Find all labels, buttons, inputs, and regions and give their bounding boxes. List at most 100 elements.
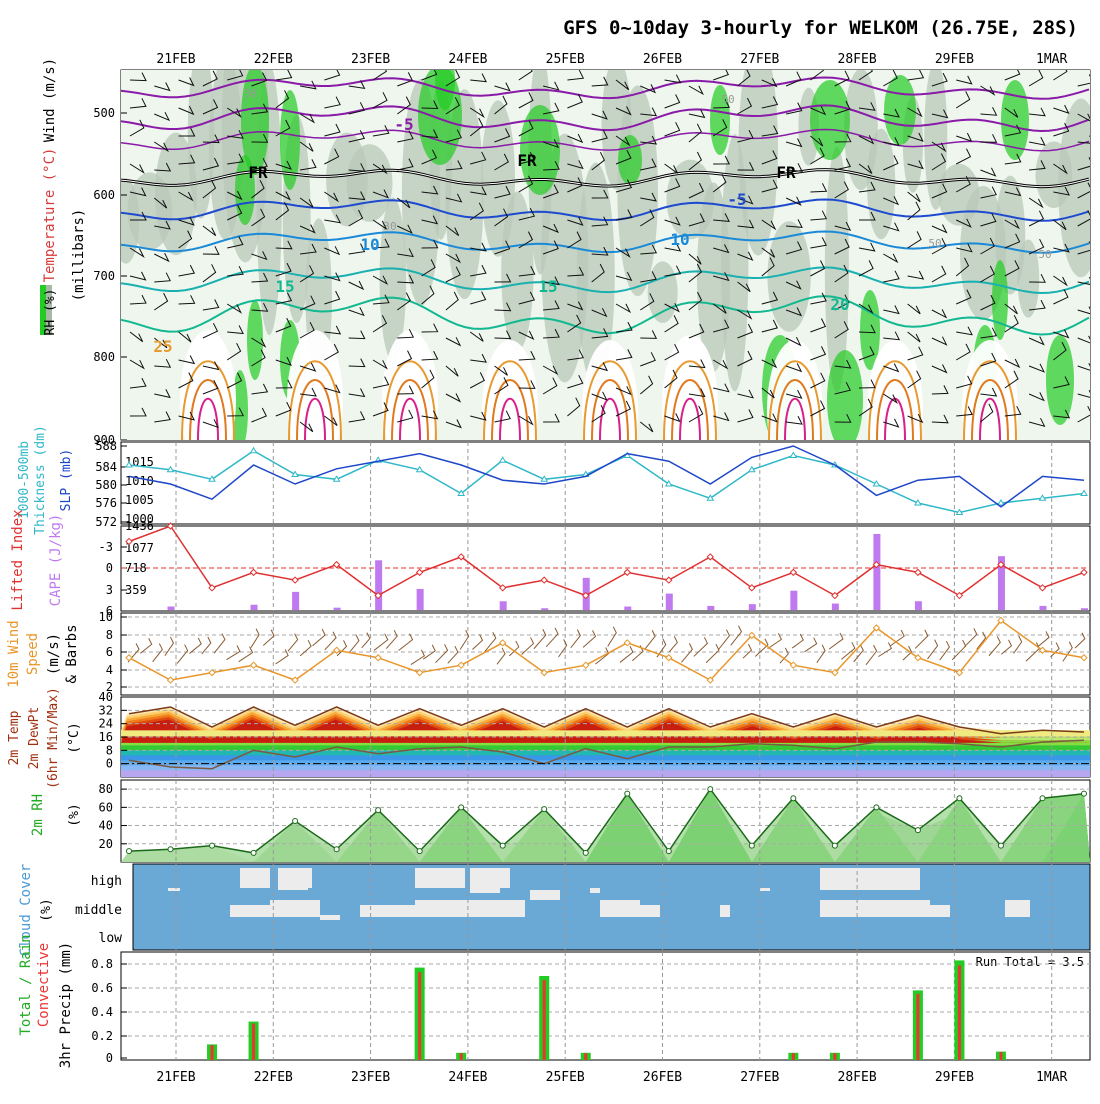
wind-barb <box>469 331 484 342</box>
wind-barb <box>931 224 948 234</box>
thickness-tick-588: 588 <box>95 439 117 453</box>
wind10m-speed-point <box>540 668 548 677</box>
lifted-index-point <box>789 568 798 577</box>
wind-barb <box>737 129 754 143</box>
wind-barb <box>1053 243 1070 253</box>
bottom-date-23FEB: 23FEB <box>351 1070 390 1085</box>
wind-barb <box>178 127 196 137</box>
wind10m-barb <box>841 641 856 660</box>
contour-label-15: 15 <box>538 277 557 296</box>
wind-barb <box>324 272 341 282</box>
wind-barb <box>907 107 923 118</box>
wind-barb <box>761 247 776 258</box>
cloud-block <box>720 905 730 917</box>
wind-barb <box>445 393 462 403</box>
lifted-index-point <box>540 576 548 584</box>
wind-barb <box>372 189 390 199</box>
thickness-tick-584: 584 <box>95 460 117 474</box>
wind-barb <box>1004 153 1022 165</box>
bottom-date-21FEB: 21FEB <box>156 1070 195 1085</box>
wind-barb <box>955 91 971 109</box>
wind-barb <box>129 331 144 343</box>
wind-barbs-label: & Barbs <box>64 624 80 683</box>
temp-tick-24: 24 <box>99 717 113 731</box>
wind-barb <box>737 323 754 339</box>
wind-barb <box>1028 336 1045 346</box>
wind-barb <box>713 272 730 282</box>
precip-panel: Run Total = 3.5 0.8 0.6 0.4 0.2 0 Total / Rai… <box>18 934 1091 1068</box>
wind-barb <box>372 402 389 417</box>
temp-tick-8: 8 <box>106 743 113 757</box>
cloud-block <box>820 900 930 917</box>
wind-barb <box>810 210 828 221</box>
wind-barb <box>372 219 388 231</box>
rh2m-point <box>250 849 257 856</box>
wind-barb <box>713 412 730 422</box>
wind-barb <box>275 401 292 417</box>
wind-barb <box>567 133 584 144</box>
wind10m-barb <box>447 645 459 664</box>
wind-barb <box>445 419 462 429</box>
rh-tick-20: 20 <box>99 837 113 851</box>
wind-barb <box>129 98 147 109</box>
wind-barb <box>907 231 922 249</box>
wind-barb <box>1004 187 1022 197</box>
cape-bar <box>1039 605 1047 610</box>
wind-barb <box>591 246 609 256</box>
wind-barb <box>907 132 924 142</box>
cape-bar <box>873 533 881 610</box>
rh-green-blob <box>827 350 863 440</box>
wind-barb <box>470 186 487 196</box>
wind-barb <box>130 211 147 221</box>
wind-barb <box>688 359 706 369</box>
rh2m-line <box>128 787 1085 855</box>
rh-fill <box>121 70 1090 440</box>
cape-bar <box>333 607 341 610</box>
top-date-1MAR: 1MAR <box>1036 52 1067 67</box>
wind-barb <box>397 409 414 423</box>
wind-barb <box>810 70 824 81</box>
wind-barb <box>640 352 656 367</box>
wind-barb <box>567 93 583 109</box>
wind-barb <box>1053 122 1070 137</box>
wind-barb <box>980 106 998 116</box>
wind-barb <box>324 96 341 109</box>
wind-barb <box>518 380 536 389</box>
cloud-cover-panel: high middle low Cloud Cover (%) <box>18 863 1091 956</box>
wind10m-speed-point <box>415 668 424 677</box>
wind-barb <box>299 421 314 433</box>
wind-barb <box>713 99 730 109</box>
wind-barb <box>858 70 873 81</box>
wind-barb <box>591 391 608 401</box>
wind-barb <box>129 247 145 258</box>
wind-barb <box>470 291 487 305</box>
wind-barb <box>543 328 560 339</box>
wind-barb <box>154 389 171 399</box>
lifted-index-point <box>498 584 507 592</box>
wind-barb <box>275 201 290 221</box>
contour-labels: -5 FR FR FR -5 10 10 15 15 20 25 30 30 50 50 50 <box>153 87 1051 356</box>
wind-barb <box>834 294 850 311</box>
wind-barb <box>713 155 731 165</box>
wind-barb <box>300 159 317 171</box>
wind10m-barb <box>1074 632 1086 649</box>
wind-barb <box>518 120 534 137</box>
wind-barb <box>615 303 632 314</box>
wind-barb <box>591 216 609 227</box>
thickness-point <box>540 475 549 482</box>
wind-barb <box>129 119 145 137</box>
contour-label-50: 50 <box>1038 248 1051 261</box>
rh-green-blob <box>810 80 850 160</box>
lifted-index-point <box>748 584 756 592</box>
wind-barb <box>712 173 727 193</box>
wind-barb <box>883 196 900 206</box>
wind-barb <box>567 70 585 81</box>
wind-barb <box>494 330 512 340</box>
rh2m-point <box>624 790 631 797</box>
rh-gray-blob <box>379 197 407 361</box>
contour-loop <box>768 360 822 440</box>
wind-barb <box>202 70 218 87</box>
wind-barb <box>664 163 679 174</box>
wind-barb <box>615 135 631 147</box>
